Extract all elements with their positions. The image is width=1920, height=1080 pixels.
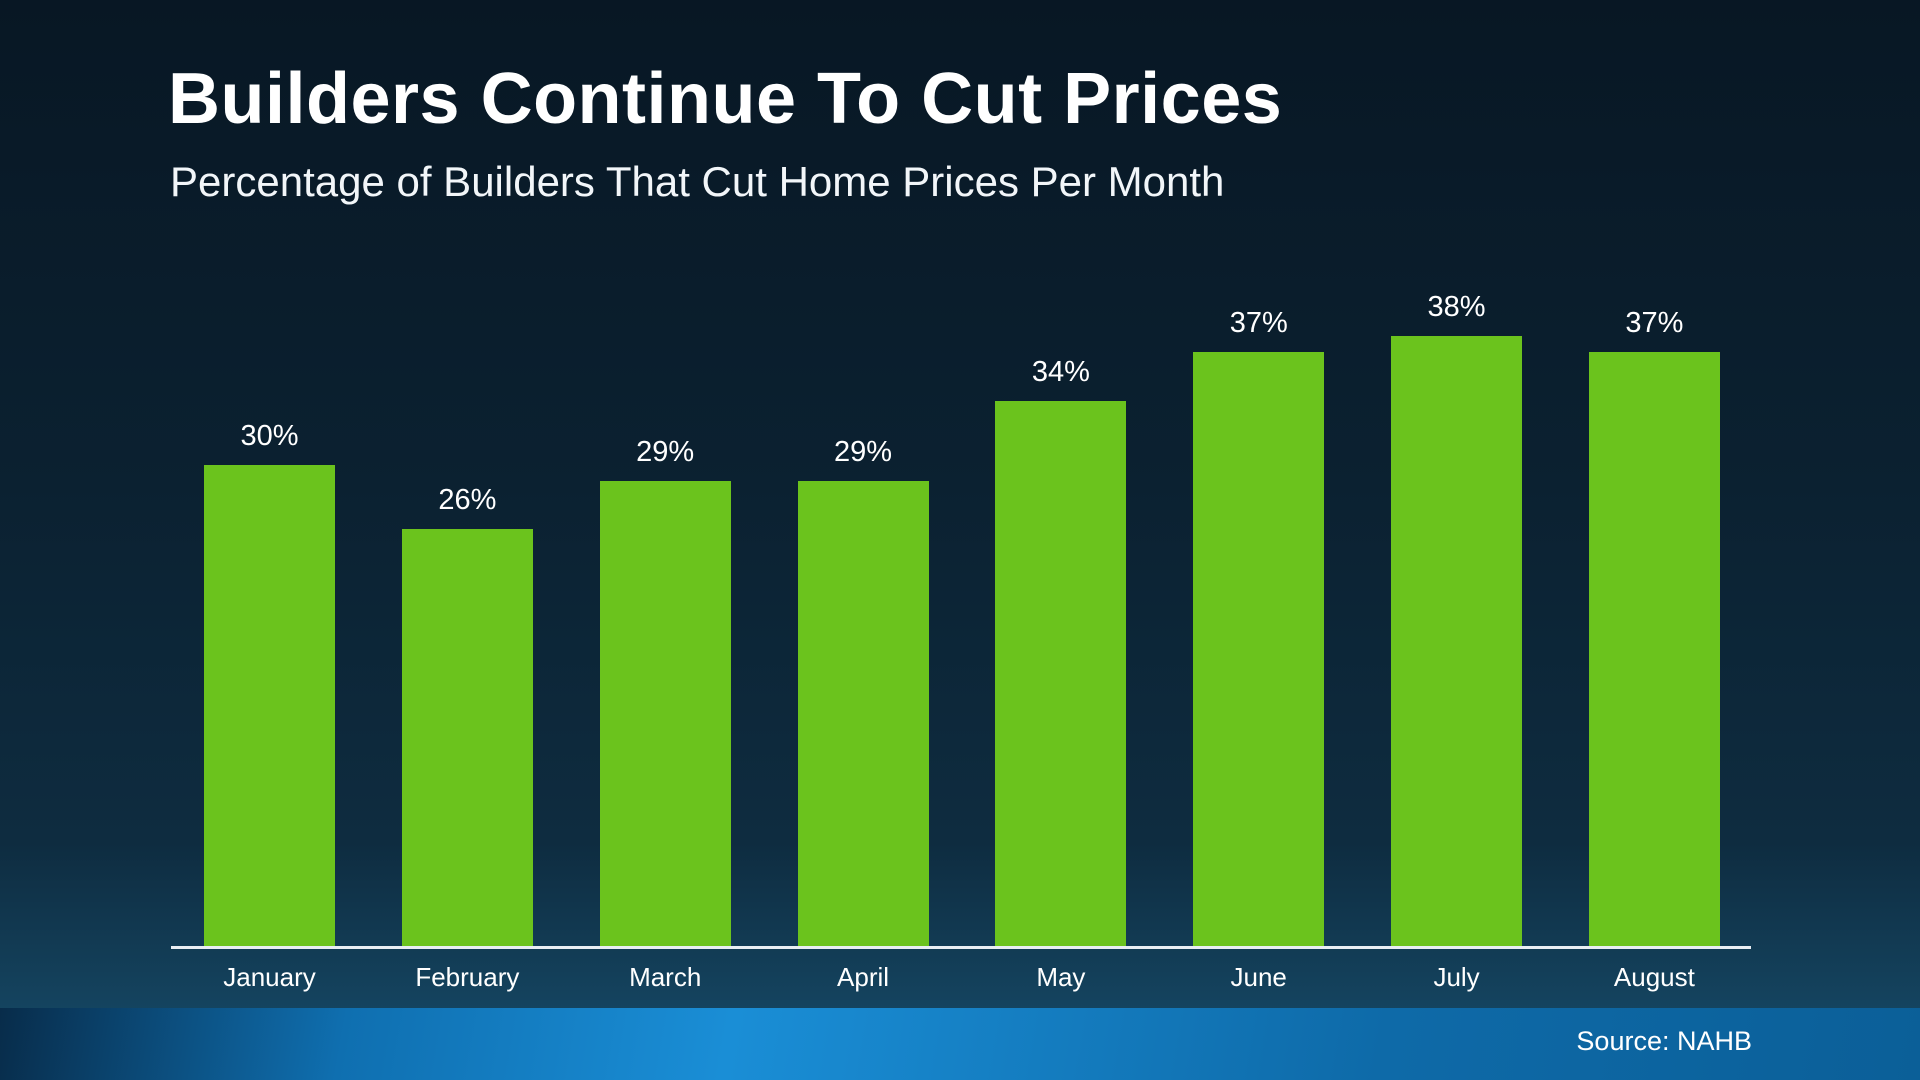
bar-column: 29% bbox=[797, 244, 929, 948]
x-axis-label: August bbox=[1613, 962, 1695, 992]
x-axis-label: March bbox=[629, 962, 702, 992]
bar bbox=[204, 465, 335, 948]
bar bbox=[1391, 336, 1523, 948]
bar-column: 38% bbox=[1391, 244, 1523, 948]
bar-chart: 30% 26% 29% 29% 34% 37% 38% 37% bbox=[204, 244, 1720, 948]
bar bbox=[797, 481, 929, 948]
x-axis-label: July bbox=[1433, 962, 1480, 992]
chart-subtitle: Percentage of Builders That Cut Home Pri… bbox=[170, 158, 1225, 205]
source-attribution: Source: NAHB bbox=[1576, 1026, 1752, 1056]
bar-value-label: 29% bbox=[834, 436, 893, 468]
bar-column: 26% bbox=[401, 244, 533, 948]
bar-value-label: 34% bbox=[1031, 356, 1090, 388]
footer-band bbox=[0, 1008, 1920, 1080]
bar-column: 30% bbox=[204, 244, 335, 948]
x-axis-label: April bbox=[837, 962, 890, 992]
bar-column: 37% bbox=[1588, 244, 1720, 948]
bar-column: 29% bbox=[599, 244, 731, 948]
chart-title: Builders Continue To Cut Prices bbox=[168, 59, 1283, 139]
bar-value-label: 38% bbox=[1427, 291, 1486, 323]
bar-column: 34% bbox=[995, 244, 1127, 948]
x-axis-label: May bbox=[1036, 962, 1086, 992]
bar-value-label: 26% bbox=[438, 484, 497, 516]
bar bbox=[401, 529, 533, 948]
bar-value-label: 37% bbox=[1229, 307, 1288, 339]
bar bbox=[1588, 352, 1720, 948]
bar-column: 37% bbox=[1193, 244, 1325, 948]
x-axis-label: February bbox=[415, 962, 520, 992]
bar bbox=[995, 401, 1127, 948]
x-axis-line bbox=[171, 946, 1751, 949]
x-axis-labels: January February March April May June July Augu… bbox=[204, 962, 1720, 993]
bar-value-label: 29% bbox=[636, 436, 695, 468]
bar-value-label: 37% bbox=[1625, 307, 1684, 339]
x-axis-label: January bbox=[223, 962, 316, 992]
x-axis-label: June bbox=[1230, 962, 1287, 992]
bar-value-label: 30% bbox=[240, 420, 299, 452]
bar bbox=[599, 481, 731, 948]
bar bbox=[1193, 352, 1325, 948]
